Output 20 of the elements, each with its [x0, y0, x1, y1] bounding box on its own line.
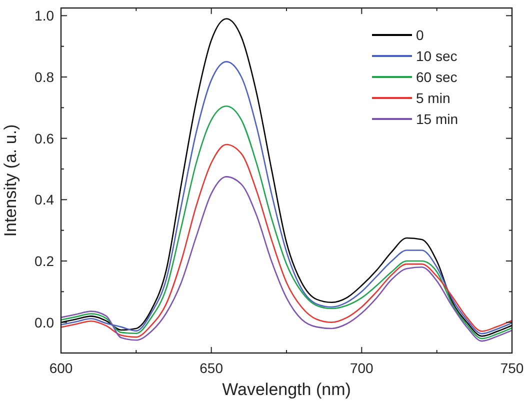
y-tick-label: 1.0 [34, 8, 54, 24]
x-tick-label: 650 [200, 360, 224, 376]
x-tick-label: 750 [500, 360, 524, 376]
y-tick-label: 0.0 [34, 314, 54, 330]
x-axis-title: Wavelength (nm) [222, 380, 351, 399]
y-tick-label: 0.6 [34, 130, 54, 146]
legend-label: 0 [416, 27, 424, 43]
y-tick-label: 0.8 [34, 69, 54, 85]
line-series [60, 176, 513, 342]
x-tick-label: 700 [350, 360, 374, 376]
x-tick-label: 600 [49, 360, 73, 376]
y-tick-label: 0.4 [34, 192, 54, 208]
line-series [60, 105, 513, 340]
legend-label: 10 sec [416, 48, 458, 64]
legend-label: 15 min [416, 111, 458, 127]
y-axis-title: Intensity (a. u.) [1, 124, 20, 237]
legend-label: 5 min [416, 90, 450, 106]
legend-label: 60 sec [416, 69, 458, 85]
line-series [60, 144, 513, 338]
y-tick-label: 0.2 [34, 253, 54, 269]
